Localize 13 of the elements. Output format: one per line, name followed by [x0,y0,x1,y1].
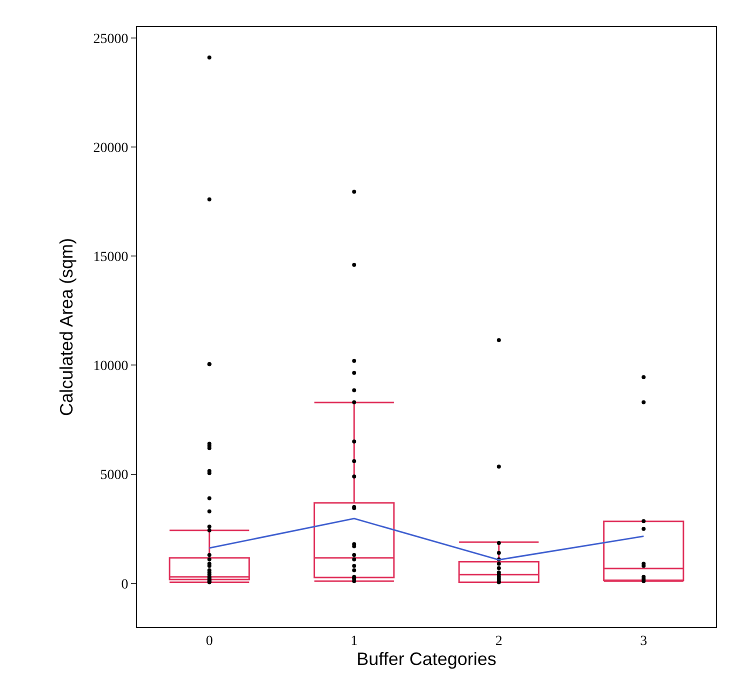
x-tick-label: 3 [640,634,648,649]
y-tick-label: 10000 [93,359,128,374]
x-axis-title: Buffer Categories [356,648,496,669]
x-tick-label: 0 [206,634,213,649]
x-tick-label: 1 [350,634,358,649]
y-tick-label: 0 [121,577,128,592]
y-tick-label: 5000 [100,468,128,484]
y-tick-label: 20000 [93,140,128,156]
x-tick-label: 2 [495,634,502,649]
y-axis-title: Calculated Area (sqm) [56,238,76,416]
y-tick-label: 25000 [93,32,128,47]
y-tick-label: 15000 [93,250,128,265]
line-series [208,518,644,561]
